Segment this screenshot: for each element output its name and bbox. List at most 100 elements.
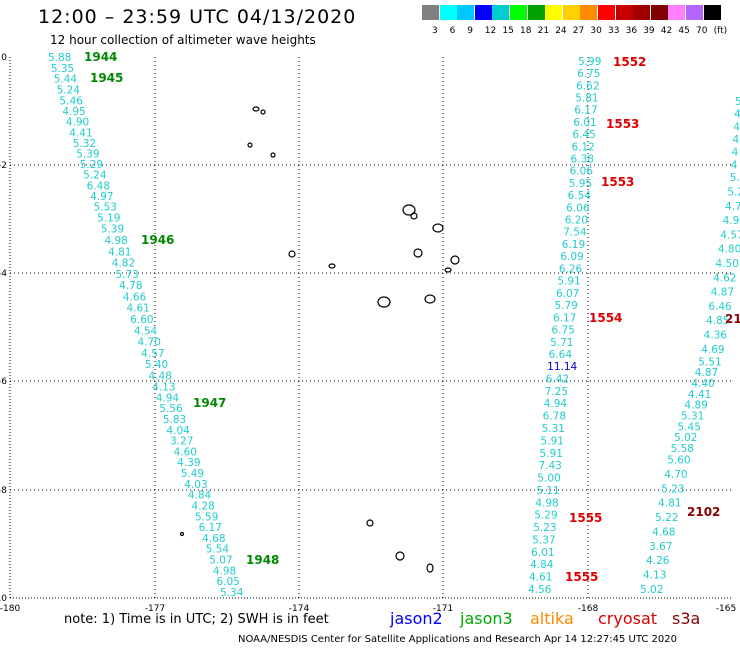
pass-number-label: 2102 (687, 505, 720, 519)
track-value-east: 5.36 (730, 172, 740, 184)
track-value-central: 6.20 (565, 215, 588, 227)
track-value-central: 6.54 (568, 190, 592, 202)
island-outline (252, 106, 260, 112)
track-value-west: 4.54 (134, 325, 158, 337)
color-scale-swatch (474, 5, 492, 20)
track-value-east: 4.70 (664, 469, 687, 481)
track-value-west: 5.19 (97, 212, 120, 224)
track-value-central: 6.38 (571, 153, 594, 165)
track-value-east: 4 (732, 147, 739, 159)
color-scale-label: 6 (449, 26, 456, 36)
track-value-west: 4.61 (126, 303, 149, 315)
legend-jason2: jason2 (390, 609, 443, 628)
track-value-east: 4.13 (643, 570, 666, 582)
track-value-central: 5.23 (533, 522, 556, 534)
track-value-west: 4.70 (138, 337, 161, 349)
color-scale-label: 3 (432, 26, 438, 36)
track-value-central: 5.71 (550, 337, 573, 349)
track-value-east: 4.57 (720, 229, 740, 241)
track-value-central: 5.79 (554, 300, 577, 312)
pass-number-label: 1555 (569, 511, 602, 525)
track-value-west: 4.68 (202, 533, 225, 545)
track-value-west: 5.44 (54, 74, 78, 86)
track-value-central: 6.75 (552, 325, 575, 337)
y-tick-label: -10 (0, 594, 7, 604)
track-value-east: 4.26 (646, 555, 670, 567)
track-value-west: 5.39 (101, 224, 124, 236)
track-value-east: 5.02 (640, 584, 663, 596)
color-scale-swatch (668, 5, 686, 20)
island-outline (395, 551, 405, 561)
track-value-east: 6.46 (708, 301, 732, 313)
color-scale-label: 70 (696, 26, 708, 36)
track-value-west: 6.17 (199, 522, 222, 534)
track-value-central: 6.78 (543, 411, 566, 423)
pass-number-label: 1553 (606, 117, 639, 131)
track-value-west: 5.59 (195, 511, 218, 523)
track-value-central: 6.06 (570, 166, 594, 178)
track-value-central: 5.81 (575, 93, 598, 105)
pass-number-label: 1554 (589, 311, 622, 325)
track-value-central: 6.01 (573, 117, 596, 129)
track-value-east: 4.80 (718, 244, 740, 256)
track-value-central: 6.06 (566, 202, 590, 214)
island-outline (179, 531, 185, 537)
track-value-east: 4.36 (704, 330, 728, 342)
legend-cryosat: cryosat (598, 609, 658, 628)
track-value-east: 4.81 (658, 498, 681, 510)
x-tick-label: -165 (716, 604, 736, 614)
track-value-west: 5.56 (159, 403, 183, 415)
track-value-east: 4.69 (701, 344, 724, 356)
color-scale-swatch (615, 5, 633, 20)
track-value-central: 6.75 (577, 68, 600, 80)
color-scale-label: (ft) (713, 26, 728, 36)
track-value-central: 6.17 (553, 312, 576, 324)
color-scale-swatch (650, 5, 668, 20)
track-value-central: 7.54 (563, 227, 587, 239)
track-value-central: 5.00 (537, 473, 560, 485)
legend-s3a: s3a (672, 609, 701, 628)
island-outline (288, 250, 296, 258)
track-value-west: 5.73 (115, 269, 138, 281)
x-tick-label: -171 (433, 604, 453, 614)
track-value-east: 4.85 (706, 315, 729, 327)
track-value-central: 5.95 (569, 178, 592, 190)
pass-number-label: 1944 (84, 50, 117, 64)
color-scale-swatch (580, 5, 598, 20)
track-value-west: 5.07 (209, 555, 232, 567)
track-value-west: 5.35 (51, 63, 74, 75)
track-value-east: 5.20 (727, 186, 740, 198)
island-outline (377, 296, 391, 308)
track-value-central: 6.42 (546, 373, 569, 385)
track-value-west: 6.48 (87, 180, 110, 192)
island-outline (402, 204, 416, 216)
pass-number-label: 1552 (613, 55, 646, 69)
color-scale-label: 15 (502, 26, 514, 36)
color-scale-swatch (457, 5, 475, 20)
track-value-east: 5.23 (661, 483, 684, 495)
island-outline (260, 109, 266, 115)
track-value-central: 5.31 (542, 423, 565, 435)
track-value-east: 4.40 (691, 378, 714, 390)
island-outline (432, 223, 444, 233)
track-value-central: 6.19 (562, 239, 585, 251)
color-scale-swatch (439, 5, 457, 20)
track-value-west: 4.28 (191, 500, 214, 512)
track-value-west: 4.84 (188, 490, 212, 502)
color-scale-label: 33 (608, 26, 620, 36)
color-scale-label: 12 (484, 26, 497, 36)
track-value-west: 4.41 (69, 127, 92, 139)
legend-altika: altika (530, 609, 574, 628)
track-value-central: 6.07 (556, 288, 579, 300)
track-value-east: 5.60 (667, 455, 690, 467)
track-value-east: 5.58 (671, 443, 694, 455)
track-value-central: 7.25 (545, 386, 568, 398)
track-value-east: 5.45 (678, 421, 701, 433)
track-value-east: 4.87 (695, 367, 718, 379)
track-value-west: 5.46 (59, 95, 83, 107)
track-value-west: 5.32 (73, 138, 96, 150)
track-value-west: 4.04 (166, 425, 190, 437)
color-scale-label: 21 (537, 26, 550, 36)
track-value-central: 6.64 (549, 349, 573, 361)
